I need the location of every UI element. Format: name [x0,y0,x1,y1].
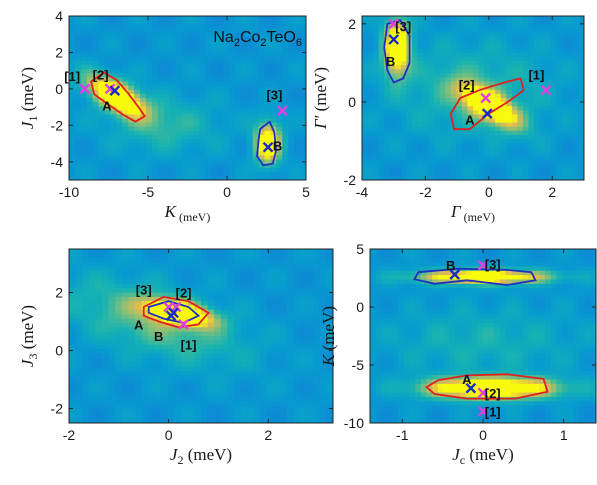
point-label: [2] [93,67,109,82]
axes-frame [361,15,585,181]
point-label: A [462,372,472,387]
point-label: [3] [266,87,282,102]
point-label: [1] [528,68,544,83]
point-label: [2] [176,286,192,301]
axes-frame [68,248,334,424]
marker-1 [477,406,489,417]
x-axis-label: K (meV) [164,202,211,224]
region-A-contour [424,373,549,400]
x-axis-label: Jc (meV) [452,445,514,467]
marker-3 [477,259,489,271]
heatmap-field [69,16,306,180]
y-tick-label: -5 [352,357,365,373]
point-label: [1] [181,338,197,353]
y-tick-label: 0 [55,81,63,97]
x-axis-label: Γ (meV) [450,202,495,224]
point-label: B [154,329,163,344]
marker-B [165,310,177,322]
y-tick-label: 2 [348,16,356,32]
y-tick-label: -4 [51,154,64,170]
point-label: B [273,138,282,153]
marker-A [481,108,493,119]
point-label: [3] [136,283,152,298]
x-axis-label: J2 (meV) [170,445,232,467]
x-tick-label: 0 [165,427,173,443]
point-label: [2] [485,386,501,401]
x-tick-label: -4 [356,184,369,200]
x-tick-label: 5 [302,184,310,200]
x-tick-label: 2 [264,427,272,443]
y-tick-label: 0 [356,299,364,315]
x-tick-label: 1 [560,427,568,443]
marker-1 [178,319,189,330]
y-axis-label: J1 (meV) [18,67,40,129]
y-tick-label: 4 [55,8,63,24]
region-B-contour [383,18,411,84]
compound-label: Na2Co2TeO6 [213,29,302,49]
x-tick-label: 0 [479,427,487,443]
y-tick-label: 0 [348,94,356,110]
panel-1: -10 -5 0 5 -4 -2 0 2 4 K (meV) J1 (meV) Na2Co2TeO6 [… [18,8,310,224]
point-label: A [465,112,475,127]
marker-1 [79,83,91,95]
y-axis-label: Γ′ (meV) [311,67,330,130]
region-A-contour [142,295,210,329]
y-tick-label: 0 [55,343,63,359]
point-label: [1] [485,404,501,419]
x-tick-label: 0 [485,184,493,200]
x-tick-label: -2 [419,184,432,200]
marker-B [388,34,400,45]
x-tick-label: -10 [59,184,79,200]
heatmap-field [362,16,584,180]
point-label: [3] [485,257,501,272]
marker-3 [276,105,288,117]
region-B-contour [256,120,277,167]
x-tick-label: -1 [396,427,409,443]
point-label: B [446,258,455,273]
y-tick-label: 2 [55,44,63,60]
axes-frame [68,15,307,181]
point-label: [1] [64,69,80,84]
x-tick-label: -2 [63,427,76,443]
point-label: [3] [395,19,411,34]
region-B-contour [413,267,537,286]
panel-3: -2 0 2 -2 0 2 J2 (meV) J3 (meV) [1] [2] [3] AB [18,248,334,467]
x-tick-label: -5 [142,184,155,200]
y-axis-label: J3 (meV) [18,305,40,367]
marker-1 [540,84,552,96]
marker-2 [477,387,489,399]
x-tick-label: 2 [548,184,556,200]
y-axis-label: K (meV) [319,306,338,367]
y-tick-label: -10 [344,415,364,431]
marker-3 [388,18,400,30]
point-label: B [386,54,395,69]
x-tick-label: 0 [223,184,231,200]
point-label: A [134,317,144,332]
marker-B [262,141,274,153]
y-tick-label: -2 [51,401,64,417]
heatmap-field [370,249,596,423]
y-tick-label: 5 [356,241,364,257]
y-tick-label: -2 [51,117,64,133]
marker-2 [480,92,492,104]
y-tick-label: -2 [344,172,357,188]
point-label: A [102,98,112,113]
marker-A [109,85,121,97]
region-A-contour [90,71,147,123]
y-tick-label: 2 [55,285,63,301]
region-A-contour [449,77,525,131]
point-label: [2] [459,77,475,92]
marker-B [449,269,461,280]
heatmap-field [69,249,333,423]
marker-A [465,382,477,394]
